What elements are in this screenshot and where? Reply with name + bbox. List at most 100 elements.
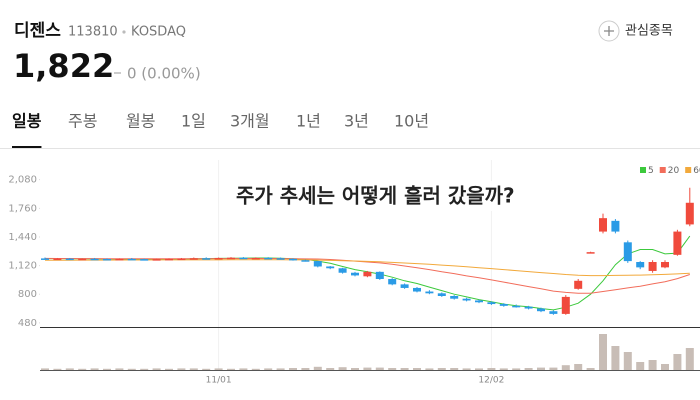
tab[interactable]: 일봉: [12, 112, 42, 131]
candle-body: [264, 257, 273, 260]
candle-body: [599, 218, 607, 232]
tab-bar: 일봉 주봉 월봉 1일 3개월 1년 3년 10년: [12, 112, 429, 149]
volume-bar: [127, 368, 136, 370]
annotation: 주가 추세는 어떻게 흘러 갔을까?: [236, 184, 515, 208]
candle-body: [636, 262, 645, 268]
moving-average-line: [45, 259, 690, 277]
watch-button[interactable]: 관심종목: [598, 20, 673, 42]
candle-body: [586, 252, 595, 254]
volume-bar: [177, 368, 186, 370]
stock-name: 디젠스: [14, 21, 61, 41]
volume-bar: [462, 368, 471, 370]
volume-bar: [537, 367, 545, 370]
volume-bar: [165, 368, 173, 370]
tab[interactable]: 3개월: [230, 112, 270, 131]
tab[interactable]: 월봉: [126, 112, 155, 131]
y-tick-label: 1,440: [8, 232, 37, 243]
volume-bar: [586, 368, 595, 370]
legend-label: 5: [648, 166, 654, 176]
volume-bar: [499, 368, 508, 370]
volume-bar: [214, 368, 223, 370]
candle-body: [574, 280, 583, 289]
watch-icon: [598, 20, 620, 42]
candle-body: [239, 257, 248, 260]
volume-bar: [264, 368, 273, 370]
candle-body: [251, 257, 260, 260]
candle-body: [41, 258, 49, 260]
volume-bar: [103, 368, 111, 370]
y-tick-label: 2,080: [8, 175, 37, 186]
price: 1,822: [13, 47, 114, 85]
candle-body: [214, 257, 223, 260]
volume-bar: [202, 368, 211, 370]
candle-body: [437, 293, 446, 296]
candle-body: [512, 305, 521, 308]
volume-bar: [574, 364, 583, 370]
volume-bar: [661, 364, 669, 370]
x-tick-label: 11/01: [206, 376, 232, 386]
candle-body: [53, 258, 62, 261]
candle-body: [177, 258, 186, 261]
volume-bar: [673, 354, 682, 370]
price-change: 0 (0.00%): [127, 65, 201, 83]
candle-body: [661, 262, 669, 268]
candle-body: [475, 300, 483, 303]
volume-bar: [475, 368, 483, 370]
tab[interactable]: 주봉: [68, 112, 97, 131]
legend-label: 60: [693, 166, 700, 176]
candle-body: [400, 284, 409, 288]
tab[interactable]: 1년: [296, 112, 321, 131]
volume-bar: [363, 367, 372, 370]
volume-bar: [227, 368, 235, 370]
y-tick-label: 800: [18, 289, 37, 300]
volume-bar: [276, 368, 285, 370]
annotation-box: [231, 181, 611, 211]
volume-bar: [599, 334, 607, 370]
candle-body: [189, 258, 198, 260]
tab[interactable]: 10년: [394, 112, 429, 131]
volume-bar: [623, 352, 632, 370]
candle-body: [673, 231, 682, 255]
volume-bar: [549, 367, 558, 370]
candle-body: [462, 298, 471, 301]
market: KOSDAQ: [131, 25, 186, 40]
volume-bar: [388, 368, 397, 370]
volume-bar: [351, 368, 359, 370]
volume-bar: [90, 368, 99, 370]
volume-bar: [437, 368, 446, 370]
plus-icon: [604, 26, 614, 36]
moving-average-line: [44, 257, 690, 294]
volume-bar: [326, 368, 335, 370]
candle-body: [413, 287, 421, 292]
candle-body: [103, 258, 111, 261]
candle-body: [78, 258, 87, 261]
candle-body: [549, 311, 558, 314]
candle-body: [561, 296, 570, 314]
tab[interactable]: 1일: [181, 112, 206, 131]
volume-bar: [400, 368, 409, 370]
candle-body: [623, 242, 632, 262]
candle-body: [375, 271, 384, 279]
candle-body: [152, 259, 161, 261]
volume-bar: [375, 367, 384, 370]
chart: 2,080 1,760 1,440 1,120 800 480 11/01 12/02 5 20 6…: [8, 160, 700, 386]
candle-body: [611, 220, 620, 232]
candle-body: [524, 306, 533, 309]
volume-bar: [239, 368, 248, 370]
candle-body: [326, 266, 335, 269]
volume-bar: [338, 367, 347, 370]
volume-bar: [561, 365, 570, 370]
candle-body: [351, 272, 359, 276]
legend-swatch: [659, 167, 666, 173]
candle-body: [499, 304, 508, 306]
legend-label: 20: [668, 166, 680, 176]
volume-bar: [611, 346, 620, 370]
y-tick-label: 1,760: [8, 203, 37, 214]
volume-bar: [425, 368, 434, 370]
candle-body: [487, 302, 496, 305]
volume-bar: [189, 368, 198, 370]
candle-body: [115, 258, 124, 261]
volume-bar: [413, 368, 421, 370]
tab[interactable]: 3년: [344, 112, 369, 131]
